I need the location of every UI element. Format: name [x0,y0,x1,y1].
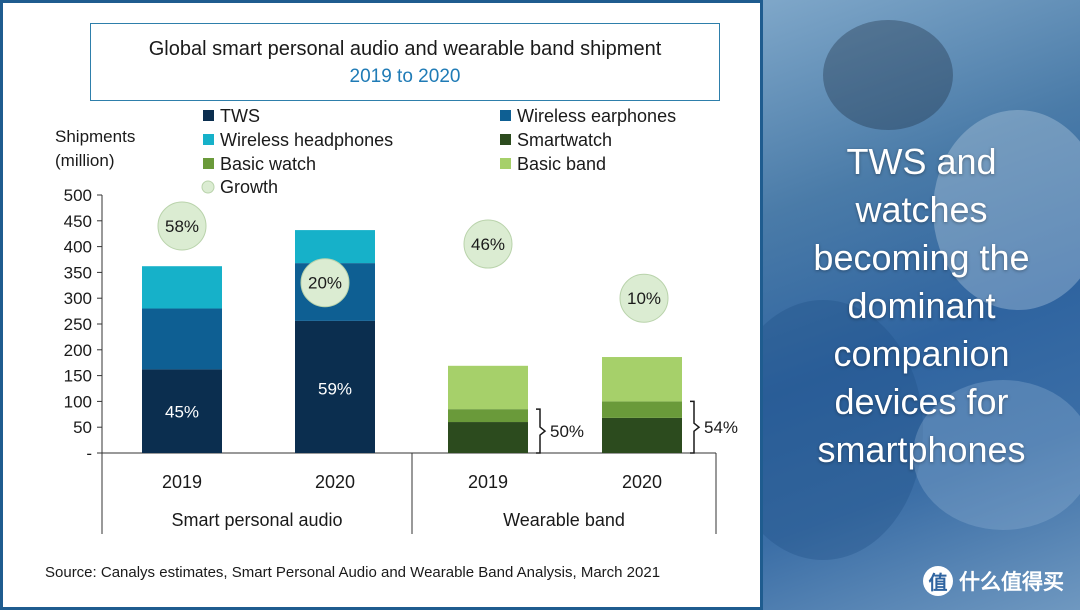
chart-subtitle: 2019 to 2020 [349,66,461,87]
legend-swatch [203,158,214,169]
legend-label: TWS [220,106,260,126]
legend-label: Wireless earphones [517,106,676,126]
chart-title: Global smart personal audio and wearable… [148,38,662,60]
bar-segment [142,308,222,370]
legend-label: Basic band [517,154,606,174]
growth-bubble [157,201,207,251]
bar-segment [602,401,682,418]
legend-label: Wireless headphones [220,130,393,150]
sidebar-headline: TWS and watches becoming the dominant co… [763,138,1080,474]
y-tick-label: 350 [64,263,92,282]
legend-swatch [500,110,511,121]
growth-label: 58% [165,217,199,236]
photo-hand-shape [933,110,1080,310]
headline-line: devices for [834,381,1009,422]
y-tick-label: 450 [64,212,92,231]
brace-share-label: 50% [550,422,584,441]
growth-label: 20% [308,274,342,293]
bar-segment [448,422,528,453]
x-group-label: Wearable band [503,510,625,530]
x-tick-label: 2020 [315,472,355,492]
y-tick-label: 100 [64,392,92,411]
legend-label: Smartwatch [517,130,612,150]
headline-line: dominant [847,285,996,326]
bar-segment [602,357,682,402]
legend-label: Growth [220,177,278,197]
headline-line: smartphones [817,429,1026,470]
x-group-label: Smart personal audio [171,510,342,530]
y-tick-label: 50 [73,418,92,437]
legend-swatch [203,110,214,121]
growth-bubble [463,219,513,269]
bar-segment [142,369,222,453]
bar-segment [295,320,375,453]
photo-watch-shape [823,20,953,130]
source-note: Source: Canalys estimates, Smart Persona… [45,564,661,581]
y-tick-label: 200 [64,341,92,360]
share-brace [690,400,701,454]
y-tick-label: 300 [64,289,92,308]
growth-label: 46% [471,235,505,254]
chart-title-box: Global smart personal audio and wearable… [90,23,720,101]
legend-swatch [500,134,511,145]
chart-panel: Global smart personal audio and wearable… [0,0,763,610]
headline-line: TWS and [846,141,997,182]
y-tick-label: - [86,444,92,463]
growth-bubble [300,258,350,308]
bar-segment [602,417,682,453]
bar-segment [142,266,222,309]
stacked-bar-chart: - 50 100 150 200 250 300 350 400 450 500 Shipments (… [55,106,738,534]
x-tick-label: 2020 [622,472,662,492]
bar-share-label: 45% [165,403,199,422]
growth-bubble [619,273,669,323]
bar-share-label: 59% [318,380,352,399]
growth-label: 10% [627,289,661,308]
x-tick-label: 2019 [468,472,508,492]
y-tick-label: 500 [64,186,92,205]
bar-segment [448,365,528,410]
watermark-logo-icon: 值 [923,566,953,596]
bar-segment [295,230,375,264]
legend-swatch [500,158,511,169]
y-tick-label: 400 [64,238,92,257]
share-brace [536,408,547,454]
brace-share-label: 54% [704,418,738,437]
watermark: 值 什么值得买 [923,566,1064,596]
legend-swatch [203,134,214,145]
photo-wrist-shape [913,380,1080,530]
legend-swatch [201,180,215,194]
headline-line: watches [855,189,988,230]
x-tick-label: 2019 [162,472,202,492]
y-tick-label: 150 [64,367,92,386]
bar-segment [448,409,528,423]
headline-line: becoming the [813,237,1030,278]
headline-line: companion [833,333,1010,374]
legend-label: Basic watch [220,154,316,174]
photo-sleeve-shape [763,300,923,560]
sidebar-photo: TWS and watches becoming the dominant co… [763,0,1080,610]
y-axis-label: (million) [55,151,115,170]
y-tick-label: 250 [64,315,92,334]
y-axis-label: Shipments [55,127,135,146]
watermark-text: 什么值得买 [959,571,1064,594]
